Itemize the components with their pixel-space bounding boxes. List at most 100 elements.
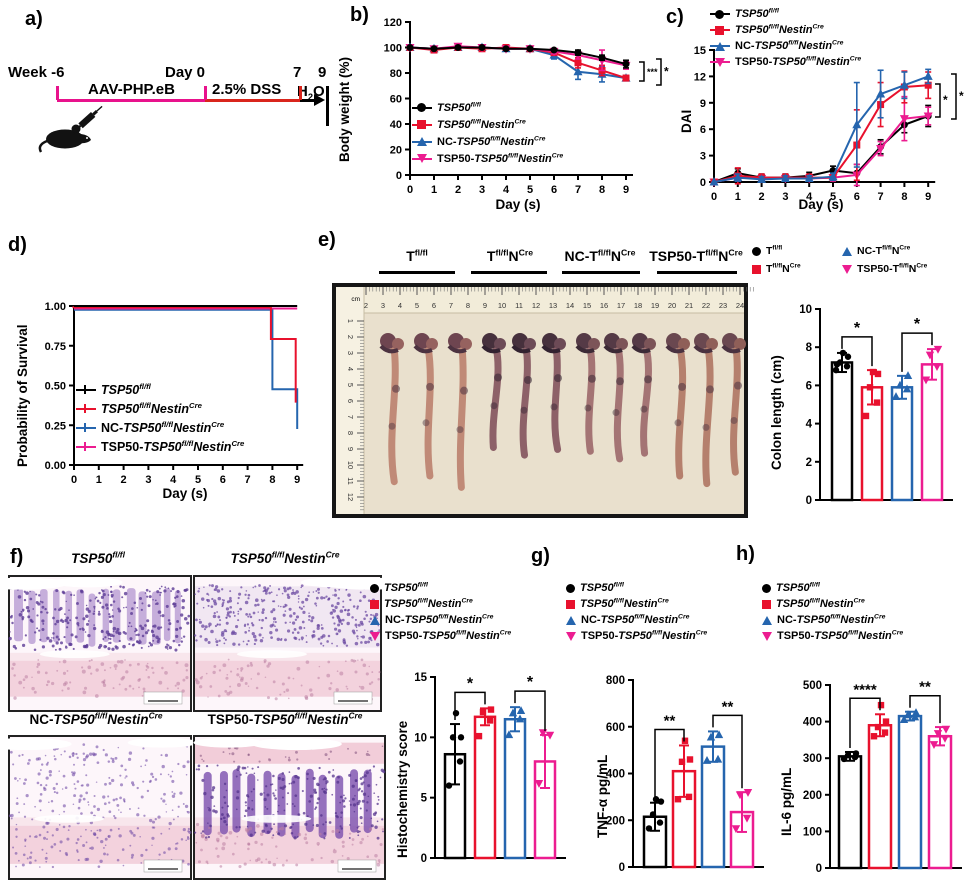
svg-text:6: 6 — [806, 380, 812, 392]
legend-item: Tfl/fl — [752, 242, 801, 260]
svg-text:300: 300 — [803, 753, 822, 765]
svg-text:200: 200 — [606, 815, 625, 827]
survival-chart: 0.00 0.25 0.50 0.75 1.00 0 1 2 3 4 5 6 7 8 9 — [45, 301, 304, 486]
tnf-legend: TSP50fl/fl TSP50fl/flNestinCre NC-TSP50fl/… — [566, 580, 707, 644]
svg-text:4: 4 — [806, 191, 813, 203]
timeline-day9-label: 9 — [318, 64, 327, 81]
colon-photo-canvas: cm2 3 4 5 6 7 8 9 10 11 12 13 14 15 16 17 18 19 20 21 22 23 24… — [336, 287, 754, 514]
svg-text:7: 7 — [575, 184, 581, 196]
histology-title-4: TSP50-TSP50fl/flNestinCre — [207, 710, 363, 727]
colon — [413, 333, 438, 480]
legend-marker-t — [715, 41, 725, 51]
svg-text:21: 21 — [685, 301, 693, 310]
series-NC-TSP50fl/flNestinCre — [709, 68, 933, 186]
panel-label-e: e) — [318, 229, 336, 251]
svg-text:800: 800 — [606, 675, 625, 687]
legend-item: TSP50fl/fl — [412, 99, 563, 116]
legend-marker-c — [715, 9, 724, 19]
svg-text:9: 9 — [483, 301, 487, 310]
survival-TSP50fl/flNestinCre — [72, 306, 297, 403]
legend-marker-td — [417, 154, 427, 163]
bar-NC-TSP50fl/flNestinCre — [700, 730, 726, 869]
svg-text:16: 16 — [600, 301, 608, 310]
panel-label-a: a) — [25, 8, 43, 30]
svg-text:*: * — [943, 93, 948, 107]
svg-text:10: 10 — [346, 461, 355, 469]
colon — [481, 333, 506, 451]
timeline-aav-label: AAV-PHP.eB — [88, 81, 175, 98]
timeline-week-label: Week -6 — [8, 64, 65, 81]
legend-marker-c — [566, 583, 575, 593]
bar-TSP50fl/flNestinCre — [867, 701, 893, 870]
histology-image-4 — [193, 735, 386, 880]
histology-title-3: NC-TSP50fl/flNestinCre — [29, 710, 163, 727]
svg-text:20: 20 — [390, 145, 402, 157]
body-weight-xlabel: Day (s) — [495, 197, 541, 212]
legend-item: TSP50fl/fl — [710, 6, 861, 22]
svg-text:400: 400 — [803, 717, 822, 729]
bar-TSP50fl/fl — [830, 349, 854, 502]
svg-text:9: 9 — [294, 474, 300, 486]
legend-item: TSP50-TSP50fl/flNestinCre — [762, 628, 903, 644]
colon — [603, 333, 628, 463]
timeline-dss-label: 2.5% DSS — [212, 81, 282, 98]
bar-TSP50-TSP50fl/flNestinCre — [927, 725, 953, 870]
svg-text:3: 3 — [700, 151, 706, 163]
svg-text:0.50: 0.50 — [45, 381, 66, 393]
svg-text:5: 5 — [195, 474, 201, 486]
svg-text:8: 8 — [466, 301, 470, 310]
timeline-water-label: H2O — [297, 83, 325, 102]
svg-text:**: ** — [722, 698, 734, 715]
svg-text:0: 0 — [619, 862, 625, 874]
legend-marker-s — [566, 599, 575, 609]
legend-item: TSP50fl/fl — [566, 580, 707, 596]
colon — [575, 333, 600, 455]
svg-text:*: * — [664, 65, 669, 79]
histology-image-1 — [0, 575, 192, 712]
colon-length-chart: 0 2 4 6 8 10 * * — [799, 304, 953, 507]
svg-text:100: 100 — [384, 43, 402, 55]
svg-text:19: 19 — [651, 301, 659, 310]
legend-item: TSP50fl/fl — [76, 380, 244, 399]
panel-label-c: c) — [666, 6, 684, 28]
legend-item: NC-TSP50fl/flNestinCre — [762, 612, 903, 628]
legend-marker-t — [417, 137, 427, 146]
legend-marker-c — [752, 246, 761, 256]
svg-text:1: 1 — [96, 474, 102, 486]
bar-TSP50-TSP50fl/flNestinCre — [729, 789, 755, 869]
svg-text:18: 18 — [634, 301, 642, 310]
histology-image-2 — [193, 575, 414, 712]
survival-xlabel: Day (s) — [162, 486, 208, 501]
legend-marker-s — [715, 25, 724, 35]
svg-text:12: 12 — [694, 71, 706, 83]
legend-marker-td — [715, 57, 725, 67]
svg-text:500: 500 — [803, 680, 822, 692]
svg-text:5: 5 — [346, 383, 355, 387]
svg-text:6: 6 — [551, 184, 557, 196]
colon — [721, 333, 746, 476]
svg-text:9: 9 — [700, 98, 706, 110]
bar-TSP50fl/flNestinCre — [473, 706, 497, 860]
svg-text:120: 120 — [384, 17, 402, 29]
svg-text:*: * — [854, 320, 861, 337]
svg-text:4: 4 — [503, 184, 510, 196]
svg-text:40: 40 — [390, 119, 402, 131]
timeline-day0-label: Day 0 — [165, 64, 206, 81]
svg-text:2: 2 — [806, 457, 812, 469]
bar-TSP50fl/fl — [642, 796, 668, 869]
svg-text:3: 3 — [346, 351, 355, 355]
legend-item: TSP50fl/flNestinCre — [710, 22, 861, 38]
colon — [379, 333, 404, 486]
timeline-tick-day7 — [299, 86, 302, 100]
svg-text:5: 5 — [527, 184, 533, 196]
svg-text:0.75: 0.75 — [45, 341, 66, 353]
svg-text:7: 7 — [245, 474, 251, 486]
svg-text:0: 0 — [806, 495, 812, 507]
legend-marker-s — [370, 599, 379, 609]
legend-marker-c — [370, 583, 379, 593]
svg-text:7: 7 — [878, 191, 884, 203]
svg-text:0: 0 — [421, 853, 427, 865]
colon — [693, 333, 718, 488]
